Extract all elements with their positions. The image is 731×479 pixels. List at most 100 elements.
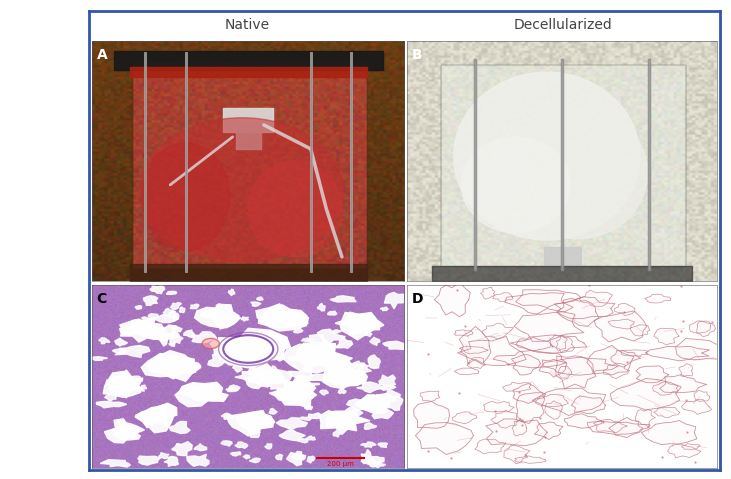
Polygon shape [264, 369, 292, 384]
Polygon shape [365, 331, 372, 337]
Polygon shape [689, 321, 716, 337]
Polygon shape [274, 379, 317, 409]
Polygon shape [610, 378, 681, 410]
Polygon shape [330, 296, 356, 302]
Polygon shape [164, 456, 178, 467]
Polygon shape [221, 413, 233, 419]
Polygon shape [264, 351, 279, 356]
Polygon shape [115, 338, 127, 346]
Polygon shape [306, 436, 316, 440]
Polygon shape [269, 409, 277, 414]
Polygon shape [151, 354, 196, 379]
Polygon shape [248, 430, 260, 437]
Polygon shape [148, 315, 178, 322]
Text: Native: Native [225, 18, 270, 32]
Polygon shape [346, 364, 371, 373]
Polygon shape [184, 330, 195, 338]
Polygon shape [654, 328, 679, 345]
Polygon shape [515, 290, 581, 308]
Polygon shape [169, 311, 176, 318]
Polygon shape [594, 311, 647, 342]
Polygon shape [335, 338, 352, 348]
Polygon shape [256, 304, 308, 331]
Polygon shape [370, 407, 393, 419]
Polygon shape [251, 421, 261, 429]
Polygon shape [608, 319, 635, 329]
Polygon shape [545, 401, 562, 419]
Polygon shape [246, 366, 284, 383]
Polygon shape [308, 413, 321, 419]
Polygon shape [516, 337, 551, 351]
Ellipse shape [461, 137, 570, 233]
Polygon shape [181, 360, 194, 365]
Polygon shape [621, 350, 648, 356]
Polygon shape [138, 456, 160, 465]
Polygon shape [151, 333, 178, 341]
Polygon shape [636, 366, 668, 383]
Polygon shape [459, 346, 488, 354]
Polygon shape [106, 379, 117, 386]
Polygon shape [588, 421, 650, 434]
Polygon shape [167, 291, 177, 295]
Polygon shape [192, 363, 200, 369]
Polygon shape [281, 393, 306, 402]
Polygon shape [120, 319, 164, 342]
Polygon shape [130, 376, 143, 382]
Polygon shape [355, 395, 387, 413]
Polygon shape [694, 390, 710, 401]
Polygon shape [414, 401, 450, 428]
Polygon shape [611, 350, 640, 367]
Ellipse shape [142, 143, 230, 251]
Polygon shape [200, 304, 239, 329]
Polygon shape [654, 408, 680, 418]
Polygon shape [333, 430, 341, 437]
Polygon shape [675, 339, 729, 360]
Polygon shape [317, 329, 345, 343]
Polygon shape [381, 385, 396, 390]
Polygon shape [357, 382, 387, 393]
Polygon shape [370, 461, 386, 468]
Polygon shape [293, 328, 303, 333]
Polygon shape [235, 372, 262, 382]
Polygon shape [635, 410, 655, 427]
Polygon shape [603, 363, 629, 378]
Ellipse shape [508, 107, 648, 239]
Polygon shape [243, 455, 250, 459]
Polygon shape [226, 388, 238, 392]
Polygon shape [536, 394, 569, 407]
Polygon shape [279, 430, 306, 441]
Polygon shape [251, 302, 261, 306]
Polygon shape [353, 361, 366, 369]
Polygon shape [249, 364, 286, 384]
Polygon shape [645, 294, 670, 303]
Polygon shape [455, 330, 473, 336]
Polygon shape [380, 307, 388, 311]
Polygon shape [121, 382, 130, 387]
Polygon shape [326, 411, 370, 431]
Polygon shape [232, 364, 242, 372]
Polygon shape [301, 338, 314, 342]
Polygon shape [344, 407, 363, 419]
Polygon shape [493, 293, 513, 302]
Polygon shape [241, 317, 249, 321]
Polygon shape [194, 388, 218, 402]
Polygon shape [131, 319, 140, 325]
Polygon shape [467, 357, 485, 368]
Polygon shape [513, 384, 545, 403]
Polygon shape [554, 297, 615, 319]
Polygon shape [194, 308, 240, 328]
Polygon shape [510, 335, 587, 354]
Polygon shape [216, 304, 222, 310]
Polygon shape [140, 385, 146, 389]
Polygon shape [512, 418, 527, 436]
Polygon shape [103, 371, 143, 398]
Polygon shape [383, 341, 410, 350]
Polygon shape [120, 318, 159, 340]
Text: C: C [96, 292, 107, 306]
Polygon shape [351, 325, 362, 330]
Polygon shape [556, 356, 596, 388]
Polygon shape [186, 454, 209, 466]
Polygon shape [333, 330, 341, 333]
Polygon shape [327, 311, 337, 315]
Polygon shape [175, 385, 228, 407]
